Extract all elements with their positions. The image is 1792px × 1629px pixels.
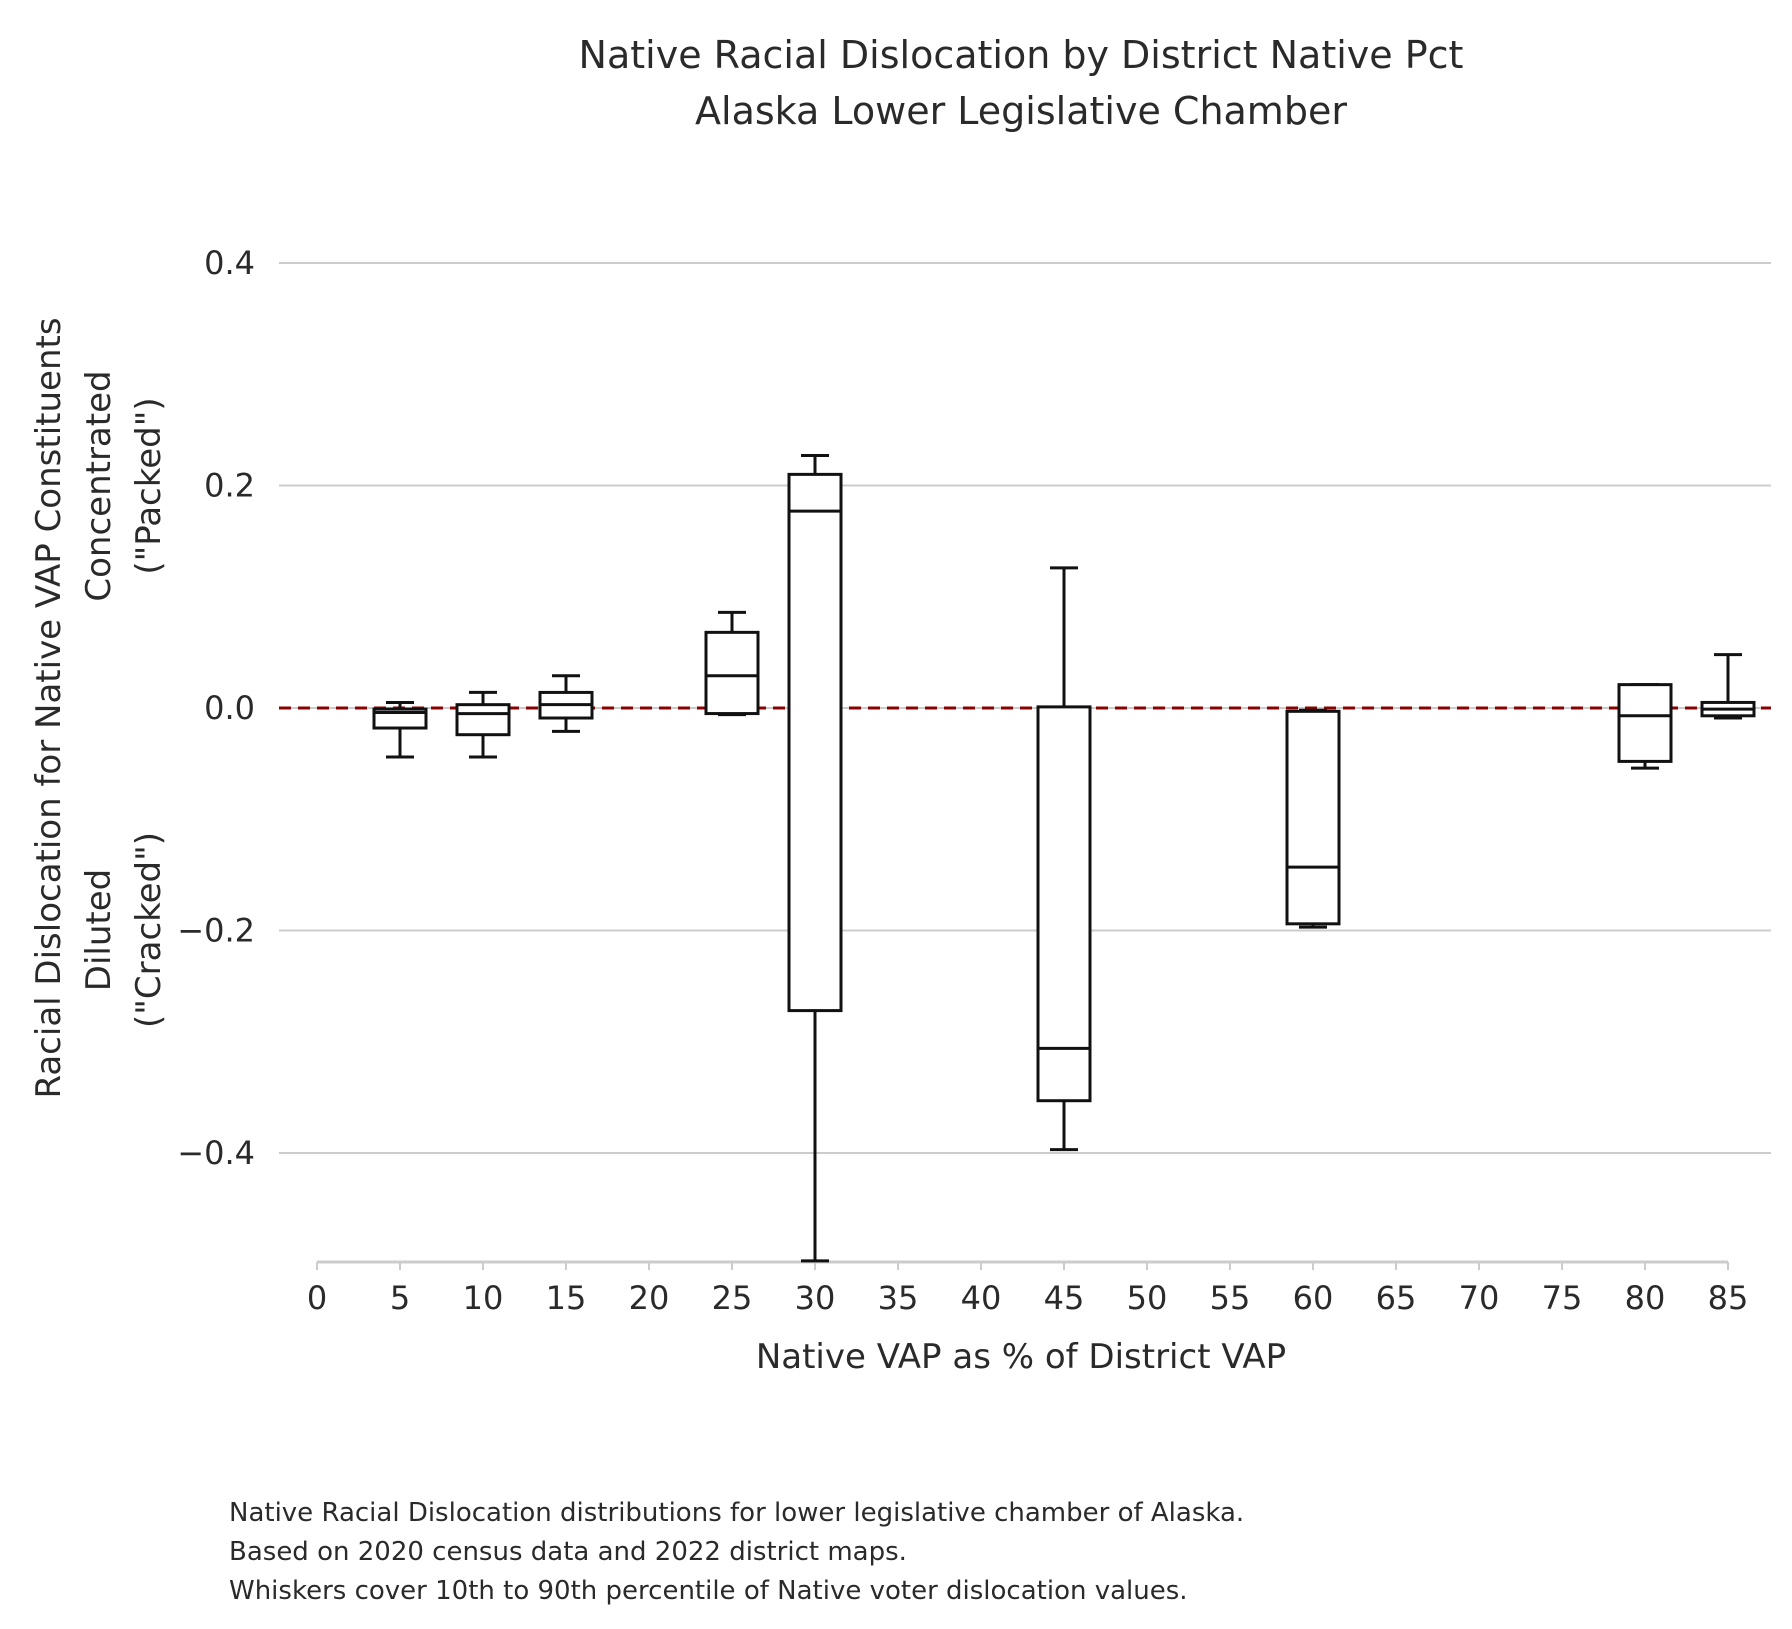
box-plot-80 (1617, 683, 1673, 770)
iqr-box (704, 630, 760, 716)
y-axis-label-cracked-paren: ("Cracked") (129, 832, 169, 1028)
box-plot-25 (704, 610, 760, 717)
chart-title-line-1: Native Racial Dislocation by District Na… (579, 33, 1464, 77)
x-tick-label: 60 (1293, 1279, 1334, 1317)
y-tick-label: 0.4 (204, 244, 255, 282)
x-tick-label: 40 (961, 1279, 1002, 1317)
x-tick-label: 10 (463, 1279, 504, 1317)
y-tick-label: −0.4 (177, 1134, 255, 1172)
x-tick-label: 50 (1127, 1279, 1168, 1317)
iqr-box (455, 703, 511, 737)
x-tick-label: 5 (390, 1279, 410, 1317)
iqr-box (1285, 709, 1341, 926)
x-tick-label: 85 (1708, 1279, 1749, 1317)
y-axis-label-packed-paren: ("Packed") (129, 397, 169, 574)
box-plot-60 (1285, 708, 1341, 929)
x-tick-label: 55 (1210, 1279, 1251, 1317)
x-tick-label: 25 (712, 1279, 753, 1317)
y-axis-label-packed: Concentrated (79, 370, 119, 601)
y-axis-label-main: Racial Dislocation for Native VAP Consti… (29, 317, 69, 1098)
box-plot-30 (787, 453, 843, 1263)
x-tick-label: 45 (1044, 1279, 1085, 1317)
boxes (372, 453, 1756, 1263)
caption: Native Racial Dislocation distributions … (229, 1498, 1244, 1606)
caption-line-2: Based on 2020 census data and 2022 distr… (229, 1537, 907, 1567)
x-tick-label: 30 (795, 1279, 836, 1317)
chart-title: Native Racial Dislocation by District Na… (579, 33, 1464, 133)
caption-line-3: Whiskers cover 10th to 90th percentile o… (229, 1576, 1188, 1606)
iqr-box (1617, 683, 1673, 763)
box-plot-10 (455, 690, 511, 759)
y-tick-label: 0.2 (204, 467, 255, 505)
x-tick-label: 20 (629, 1279, 670, 1317)
x-axis-label: Native VAP as % of District VAP (756, 1337, 1286, 1377)
y-axis-label-cracked: Diluted (79, 869, 119, 991)
box-plot-45 (1036, 566, 1092, 1152)
iqr-box (787, 472, 843, 1013)
y-tick-label: −0.2 (177, 912, 255, 950)
x-axis: 0 5 10 15 20 25 30 35 40 45 50 55 60 65 70 75 80 85 (307, 1260, 1749, 1317)
x-tick-label: 75 (1542, 1279, 1583, 1317)
y-tick-label: 0.0 (204, 689, 255, 727)
y-tick-labels: 0.4 0.2 0.0 −0.2 −0.4 (177, 244, 255, 1172)
y-axis-label: Racial Dislocation for Native VAP Consti… (29, 317, 169, 1098)
x-tick-label: 0 (307, 1279, 327, 1317)
x-tick-label: 80 (1625, 1279, 1666, 1317)
box-plot-5 (372, 700, 428, 759)
iqr-box (1036, 705, 1092, 1103)
x-tick-label: 65 (1376, 1279, 1417, 1317)
chart-title-line-2: Alaska Lower Legislative Chamber (695, 89, 1347, 133)
box-plot-85 (1700, 653, 1756, 720)
caption-line-1: Native Racial Dislocation distributions … (229, 1498, 1244, 1528)
box-plot-15 (538, 674, 594, 733)
x-tick-label: 70 (1459, 1279, 1500, 1317)
x-tick-label: 15 (546, 1279, 587, 1317)
x-tick-label: 35 (878, 1279, 919, 1317)
